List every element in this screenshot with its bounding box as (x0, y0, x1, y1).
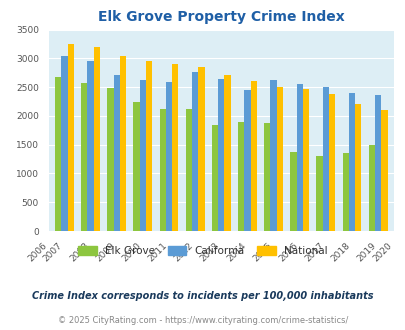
Bar (217, 79, 224, 231)
Bar (296, 84, 302, 231)
Bar (211, 125, 217, 231)
Bar (276, 87, 282, 231)
Bar (94, 47, 100, 231)
Title: Elk Grove Property Crime Index: Elk Grove Property Crime Index (98, 10, 344, 24)
Bar (113, 75, 119, 231)
Bar (270, 80, 276, 231)
Bar (165, 82, 172, 231)
Bar (55, 77, 61, 231)
Bar (133, 102, 139, 231)
Bar (192, 72, 198, 231)
Bar (244, 89, 250, 231)
Bar (224, 75, 230, 231)
Bar (328, 94, 335, 231)
Bar (342, 153, 348, 231)
Bar (354, 105, 360, 231)
Bar (172, 64, 178, 231)
Legend: Elk Grove, California, National: Elk Grove, California, National (74, 242, 331, 260)
Text: © 2025 CityRating.com - https://www.cityrating.com/crime-statistics/: © 2025 CityRating.com - https://www.city… (58, 316, 347, 325)
Bar (81, 82, 87, 231)
Bar (302, 89, 308, 231)
Bar (368, 145, 374, 231)
Bar (107, 88, 113, 231)
Bar (61, 56, 67, 231)
Bar (159, 109, 165, 231)
Bar (119, 56, 126, 231)
Text: Crime Index corresponds to incidents per 100,000 inhabitants: Crime Index corresponds to incidents per… (32, 291, 373, 301)
Bar (87, 61, 94, 231)
Bar (315, 156, 322, 231)
Bar (374, 95, 380, 231)
Bar (322, 87, 328, 231)
Bar (146, 61, 152, 231)
Bar (185, 109, 192, 231)
Bar (67, 44, 74, 231)
Bar (198, 67, 204, 231)
Bar (290, 152, 296, 231)
Bar (139, 80, 146, 231)
Bar (237, 122, 244, 231)
Bar (250, 82, 256, 231)
Bar (348, 93, 354, 231)
Bar (380, 110, 387, 231)
Bar (264, 123, 270, 231)
